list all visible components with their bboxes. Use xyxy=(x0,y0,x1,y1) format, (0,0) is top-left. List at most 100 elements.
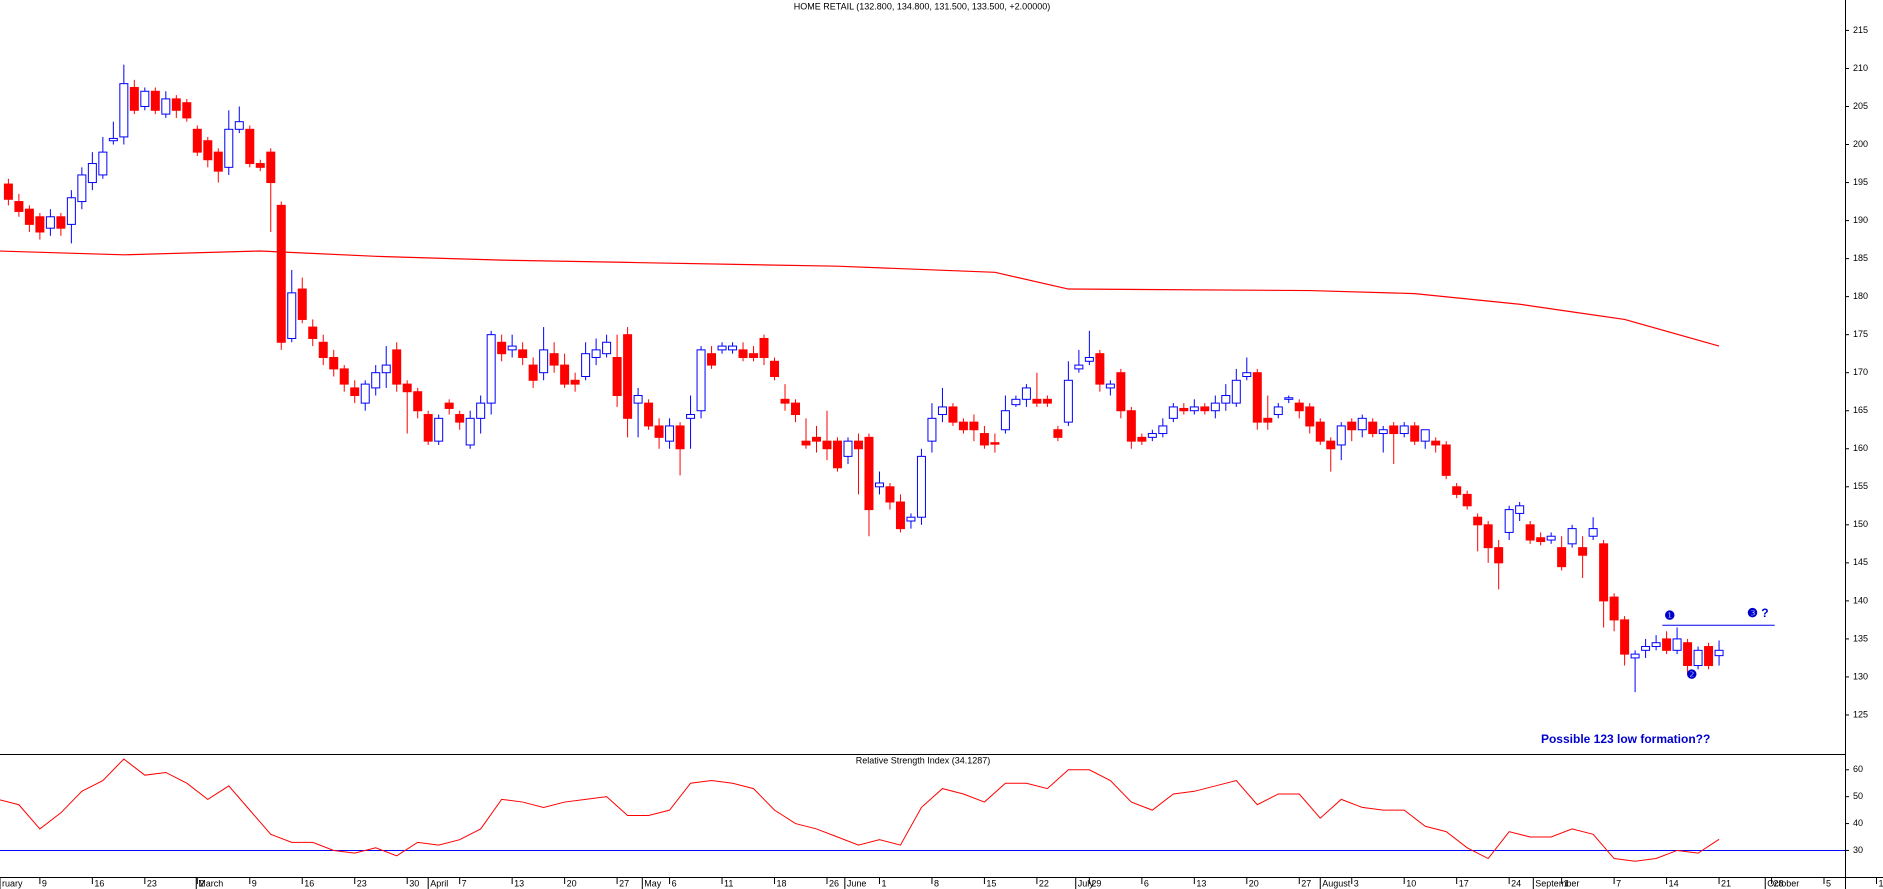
x-tick-label: 9 xyxy=(42,878,47,888)
candle-body xyxy=(791,402,801,416)
candle-body xyxy=(1473,516,1483,526)
candle-body xyxy=(675,425,685,450)
candle-body xyxy=(822,440,832,450)
y-tick-label: 30 xyxy=(1853,845,1863,855)
candle-body xyxy=(224,128,234,168)
x-tick-label: 7 xyxy=(462,878,467,888)
candle-body xyxy=(853,440,863,450)
candle-body xyxy=(1084,356,1094,362)
candle-body xyxy=(874,482,884,488)
x-tick-label: 3 xyxy=(1354,878,1359,888)
candle-body xyxy=(245,128,255,165)
month-label: May xyxy=(644,878,662,888)
candle-body xyxy=(1389,425,1399,435)
candle-body xyxy=(1704,646,1714,667)
candle-body xyxy=(486,334,496,404)
candle-body xyxy=(1662,638,1672,651)
y-tick-label: 205 xyxy=(1853,101,1868,111)
x-tick-label: 23 xyxy=(147,878,157,888)
candle-body xyxy=(937,406,947,416)
candle-body xyxy=(350,387,360,397)
candle-body xyxy=(1147,433,1157,438)
candle-body xyxy=(1074,364,1084,370)
candle-body xyxy=(1504,509,1514,533)
candle-body xyxy=(1693,649,1703,667)
candle-body xyxy=(1116,372,1126,412)
candle-body xyxy=(1420,429,1430,442)
candle-body xyxy=(644,402,654,427)
rsi-title: Relative Strength Index (34.1287) xyxy=(856,755,991,765)
candle-body xyxy=(1263,417,1273,423)
candle-body xyxy=(434,417,444,442)
x-tick-label: 13 xyxy=(1196,878,1206,888)
candle-body xyxy=(1011,398,1021,406)
candle-body xyxy=(192,128,202,153)
candle-body xyxy=(885,486,895,503)
candle-body xyxy=(1042,398,1052,404)
y-tick-label: 50 xyxy=(1853,791,1863,801)
candle-body xyxy=(119,83,129,138)
candle-body xyxy=(56,216,66,229)
x-tick-label: 7 xyxy=(1616,878,1621,888)
candle-body xyxy=(1599,543,1609,602)
candle-body xyxy=(1368,421,1378,435)
candle-body xyxy=(623,334,633,419)
candle-body xyxy=(1483,524,1493,549)
candle-body xyxy=(413,391,423,412)
candle-body xyxy=(549,353,559,366)
month-label: September xyxy=(1535,878,1579,888)
candle-body xyxy=(518,349,528,358)
candle-body xyxy=(591,349,601,358)
candle-body xyxy=(1284,397,1294,400)
x-tick-label: 16 xyxy=(304,878,314,888)
candle-body xyxy=(906,516,916,522)
month-label: August xyxy=(1322,878,1351,888)
x-tick-label: 1 xyxy=(1878,878,1883,888)
annotation: ❶ xyxy=(1664,608,1675,622)
x-tick-label: 1 xyxy=(1564,878,1569,888)
candle-body xyxy=(24,208,34,225)
candle-body xyxy=(140,90,150,107)
candle-body xyxy=(1714,649,1724,657)
y-tick-label: 215 xyxy=(1853,25,1868,35)
candle-body xyxy=(1126,410,1136,442)
candle-body xyxy=(1641,646,1651,651)
annotation: ❷ xyxy=(1686,668,1697,682)
candle-body xyxy=(707,353,717,366)
candle-body xyxy=(1032,398,1042,404)
candle-body xyxy=(665,425,675,442)
candle-body xyxy=(3,183,13,200)
candle-body xyxy=(45,216,55,229)
y-tick-label: 195 xyxy=(1853,177,1868,187)
candle-body xyxy=(916,455,926,518)
candle-body xyxy=(843,440,853,457)
candle-body xyxy=(77,174,87,203)
candle-body xyxy=(360,383,370,404)
x-tick-label: 17 xyxy=(1459,878,1469,888)
candle-body xyxy=(371,372,381,389)
x-tick-label: 5 xyxy=(1826,878,1831,888)
candle-body xyxy=(129,86,139,111)
candle-body xyxy=(654,425,664,438)
x-tick-label: 22 xyxy=(1039,878,1049,888)
candle-body xyxy=(1189,406,1199,412)
candle-body xyxy=(266,151,276,184)
candle-body xyxy=(150,90,160,111)
candle-body xyxy=(381,364,391,374)
y-tick-label: 200 xyxy=(1853,139,1868,149)
candle-body xyxy=(969,421,979,431)
x-tick-label: 23 xyxy=(357,878,367,888)
candle-body xyxy=(602,341,612,355)
candle-body xyxy=(255,163,265,168)
month-label: July xyxy=(1078,878,1095,888)
x-tick-label: 24 xyxy=(1511,878,1521,888)
x-tick-label: 11 xyxy=(724,878,733,888)
candle-body xyxy=(1672,638,1682,651)
candle-body xyxy=(402,383,412,393)
candle-body xyxy=(1347,421,1357,431)
candle-body xyxy=(392,349,402,385)
candle-body xyxy=(1053,429,1063,438)
candle-body xyxy=(1221,395,1231,404)
x-tick-label: 30 xyxy=(409,878,419,888)
candle-body xyxy=(1441,444,1451,476)
